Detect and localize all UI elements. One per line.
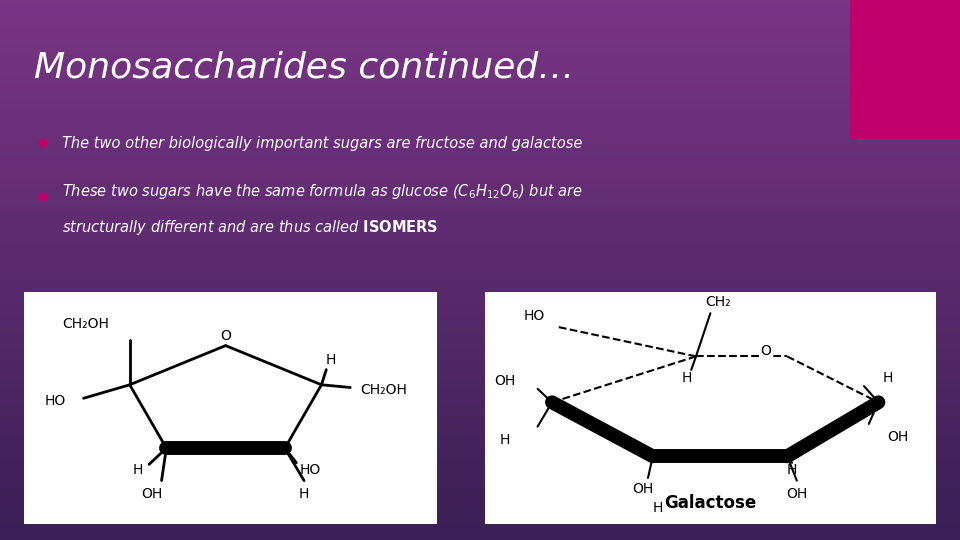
Text: These two sugars have the same formula as glucose (C$_6$H$_{12}$O$_6$) but are: These two sugars have the same formula a…: [62, 182, 584, 201]
Text: HO: HO: [523, 309, 544, 323]
Text: structurally different and are thus called $\mathbf{ISOMERS}$: structurally different and are thus call…: [62, 218, 439, 238]
Text: HO: HO: [300, 463, 321, 477]
Text: H: H: [883, 371, 893, 385]
Text: CH₂OH: CH₂OH: [62, 317, 109, 331]
Text: CH₂OH: CH₂OH: [360, 383, 407, 397]
Text: Galactose: Galactose: [664, 494, 756, 512]
Text: H: H: [499, 433, 510, 447]
Text: ◆: ◆: [36, 190, 48, 205]
Bar: [850, 0, 960, 140]
Text: H: H: [325, 354, 336, 368]
Text: H: H: [787, 463, 797, 477]
Text: OH: OH: [633, 482, 654, 496]
Text: OH: OH: [786, 487, 807, 501]
Bar: [24, 292, 437, 524]
Text: OH: OH: [494, 374, 516, 388]
Bar: [485, 292, 936, 524]
Text: O: O: [760, 344, 771, 358]
Text: Monosaccharides continued…: Monosaccharides continued…: [34, 51, 574, 84]
Text: HO: HO: [45, 394, 66, 408]
Text: The two other biologically important sugars are fructose and galactose: The two other biologically important sug…: [62, 136, 583, 151]
Text: H: H: [132, 463, 143, 477]
Text: H: H: [299, 487, 309, 501]
Text: ◆: ◆: [36, 136, 48, 151]
Text: OH: OH: [141, 487, 162, 501]
Text: O: O: [220, 329, 231, 343]
Text: H: H: [653, 501, 662, 515]
Text: CH₂: CH₂: [706, 295, 732, 309]
Text: OH: OH: [887, 430, 908, 444]
Text: H: H: [682, 371, 691, 385]
